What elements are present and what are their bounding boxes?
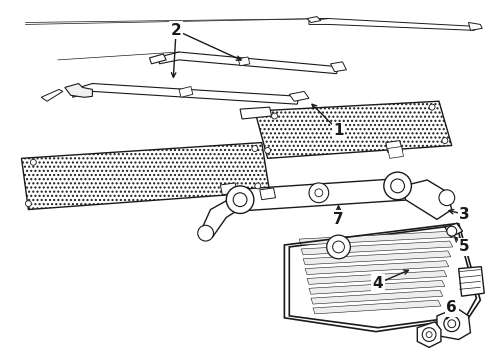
Circle shape	[315, 189, 323, 197]
Polygon shape	[468, 22, 482, 30]
Polygon shape	[240, 107, 271, 119]
Polygon shape	[301, 241, 453, 255]
Polygon shape	[159, 52, 339, 74]
Circle shape	[439, 190, 455, 206]
Polygon shape	[388, 147, 404, 158]
Polygon shape	[41, 89, 63, 101]
Circle shape	[447, 226, 457, 236]
Polygon shape	[238, 57, 250, 66]
Circle shape	[25, 201, 31, 207]
Circle shape	[429, 104, 435, 110]
Polygon shape	[201, 200, 242, 237]
Circle shape	[226, 186, 254, 213]
Polygon shape	[149, 54, 166, 64]
Circle shape	[391, 179, 405, 193]
Text: 2: 2	[171, 23, 181, 38]
Circle shape	[252, 145, 258, 152]
Polygon shape	[289, 225, 476, 328]
Text: 4: 4	[372, 276, 383, 291]
Polygon shape	[309, 18, 476, 30]
Polygon shape	[307, 271, 447, 284]
Text: 7: 7	[333, 212, 344, 227]
Polygon shape	[459, 267, 484, 296]
Polygon shape	[289, 91, 309, 101]
Circle shape	[444, 316, 460, 332]
Circle shape	[265, 148, 270, 153]
Circle shape	[327, 235, 350, 259]
Polygon shape	[73, 84, 299, 104]
Polygon shape	[22, 143, 270, 210]
Circle shape	[384, 172, 412, 200]
Polygon shape	[386, 141, 402, 152]
Circle shape	[426, 332, 432, 338]
Polygon shape	[255, 101, 452, 158]
Circle shape	[448, 320, 456, 328]
Polygon shape	[309, 280, 445, 294]
Polygon shape	[220, 183, 237, 195]
Circle shape	[271, 113, 277, 119]
Polygon shape	[311, 290, 443, 304]
Polygon shape	[65, 84, 93, 97]
Polygon shape	[417, 322, 441, 347]
Polygon shape	[305, 261, 449, 275]
Polygon shape	[179, 86, 193, 97]
Circle shape	[422, 328, 436, 342]
Circle shape	[255, 183, 261, 189]
Polygon shape	[307, 17, 321, 22]
Text: 6: 6	[446, 301, 457, 315]
Text: 5: 5	[459, 239, 470, 255]
Text: 1: 1	[333, 123, 344, 138]
Circle shape	[198, 225, 214, 241]
Polygon shape	[313, 300, 441, 314]
Polygon shape	[437, 308, 470, 339]
Polygon shape	[445, 223, 463, 237]
Polygon shape	[299, 231, 455, 245]
Polygon shape	[260, 188, 275, 200]
Polygon shape	[230, 178, 412, 212]
Circle shape	[30, 159, 36, 165]
Polygon shape	[331, 62, 346, 72]
Circle shape	[233, 193, 247, 207]
Text: 3: 3	[459, 207, 470, 222]
Circle shape	[333, 241, 344, 253]
Circle shape	[309, 183, 329, 203]
Polygon shape	[303, 251, 451, 265]
Polygon shape	[404, 180, 452, 219]
Circle shape	[442, 138, 448, 144]
